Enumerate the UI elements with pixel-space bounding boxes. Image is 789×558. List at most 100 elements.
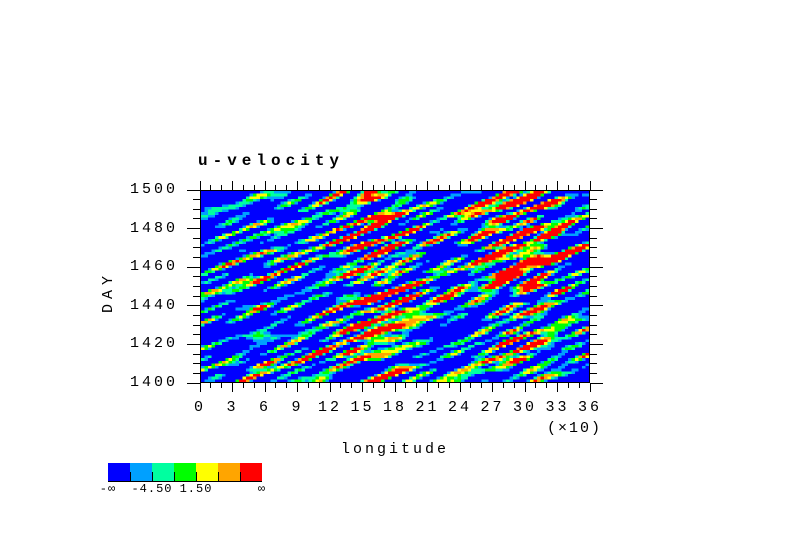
x-tick-mark — [297, 181, 298, 190]
x-tick-label: 24 — [447, 399, 472, 416]
x-tick-mark — [513, 185, 515, 190]
y-tick-label: 1500 — [129, 181, 178, 198]
x-tick-mark — [286, 185, 288, 190]
y-tick-mark — [193, 237, 200, 239]
x-tick-label: 12 — [317, 399, 342, 416]
x-tick-mark — [242, 185, 244, 190]
y-tick-mark — [193, 276, 200, 278]
y-tick-mark — [187, 382, 200, 384]
x-tick-mark — [329, 383, 331, 392]
y-tick-mark — [590, 314, 597, 316]
colorbar-baseline — [108, 481, 262, 482]
x-tick-mark — [578, 185, 580, 190]
x-tick-mark — [513, 383, 515, 388]
colorbar-segment — [130, 463, 152, 481]
colorbar-segment — [218, 463, 240, 481]
x-tick-mark — [459, 181, 461, 190]
x-tick-label: 30 — [512, 399, 537, 416]
x-tick-mark — [502, 383, 504, 388]
x-tick-mark — [275, 185, 277, 190]
heatmap-canvas — [201, 191, 589, 382]
colorbar-segment — [174, 463, 196, 481]
x-tick-mark — [232, 181, 233, 190]
x-tick-mark — [557, 181, 558, 190]
x-tick-mark — [232, 383, 233, 392]
y-tick-mark — [193, 353, 200, 355]
x-tick-mark — [492, 383, 493, 392]
x-tick-mark — [567, 383, 569, 388]
y-tick-mark — [193, 334, 200, 336]
y-tick-mark — [590, 353, 597, 355]
x-tick-mark — [448, 185, 450, 190]
y-tick-mark — [193, 324, 200, 326]
y-tick-mark — [590, 324, 597, 326]
colorbar-segment — [108, 463, 130, 481]
y-tick-mark — [193, 295, 200, 297]
x-tick-mark — [307, 383, 309, 388]
y-tick-mark — [590, 382, 603, 384]
x-tick-mark — [578, 383, 580, 388]
y-tick-mark — [590, 228, 603, 230]
x-tick-mark — [405, 185, 407, 190]
y-tick-mark — [590, 286, 597, 287]
x-tick-mark — [221, 383, 223, 388]
x-tick-mark — [427, 383, 428, 392]
x-tick-mark — [318, 185, 320, 190]
colorbar-boundary-tick — [218, 472, 219, 481]
x-tick-mark — [427, 181, 428, 190]
colorbar-label: 1.50 — [179, 482, 213, 496]
colorbar-boundary-tick — [174, 472, 175, 481]
x-tick-mark — [253, 383, 255, 388]
y-tick-mark — [590, 208, 597, 210]
y-tick-mark — [193, 247, 200, 249]
x-tick-label: 9 — [291, 399, 304, 416]
x-tick-mark — [362, 181, 363, 190]
x-tick-mark — [351, 185, 353, 190]
colorbar: -∞ -4.50 1.50 ∞ — [100, 463, 265, 496]
x-tick-mark — [210, 383, 212, 388]
y-tick-mark — [590, 276, 597, 278]
y-tick-mark — [590, 363, 597, 365]
y-tick-mark — [590, 334, 597, 336]
y-tick-mark — [590, 189, 603, 191]
x-tick-mark — [264, 181, 266, 190]
plot-area — [200, 190, 590, 383]
y-tick-mark — [187, 305, 200, 307]
y-tick-label: 1420 — [129, 335, 178, 353]
x-tick-mark — [394, 181, 396, 190]
x-tick-mark — [340, 383, 342, 388]
x-tick-mark — [362, 383, 363, 392]
colorbar-segment — [240, 463, 262, 481]
y-tick-mark — [193, 257, 200, 259]
y-tick-mark — [193, 314, 200, 316]
y-tick-mark — [193, 363, 200, 365]
colorbar-segment — [152, 463, 174, 481]
x-tick-mark — [416, 383, 418, 388]
x-tick-mark — [286, 383, 288, 388]
y-tick-mark — [193, 286, 200, 287]
x-tick-mark — [589, 383, 591, 392]
x-tick-label: 6 — [258, 399, 271, 416]
x-tick-mark — [437, 185, 439, 190]
x-tick-mark — [340, 185, 342, 190]
y-tick-mark — [193, 218, 200, 220]
x-tick-mark — [524, 383, 526, 392]
x-tick-mark — [546, 383, 548, 388]
x-tick-mark — [275, 383, 277, 388]
colorbar-label: -∞ — [99, 482, 117, 496]
colorbar-boundary-tick — [196, 472, 197, 481]
x-tick-label: 33 — [545, 399, 570, 416]
x-tick-mark — [535, 185, 537, 190]
colorbar-segment — [196, 463, 218, 481]
x-tick-label: 15 — [350, 399, 375, 416]
y-tick-mark — [590, 266, 603, 268]
y-tick-mark — [590, 295, 597, 297]
x-tick-mark — [210, 185, 212, 190]
y-tick-mark — [590, 257, 597, 259]
y-tick-mark — [590, 199, 597, 201]
colorbar-boundary-tick — [152, 472, 153, 481]
x-tick-mark — [307, 185, 309, 190]
y-tick-mark — [187, 266, 200, 268]
x-tick-mark — [405, 383, 407, 388]
